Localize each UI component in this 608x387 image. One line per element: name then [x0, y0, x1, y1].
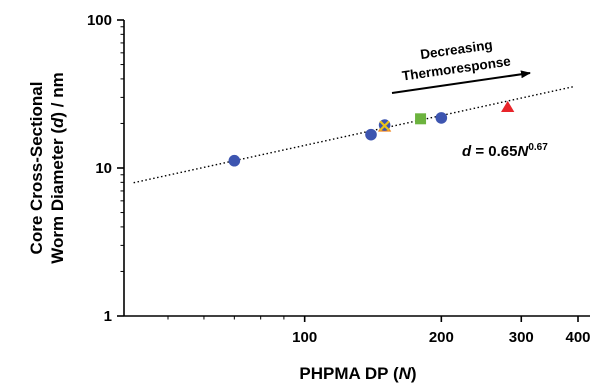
x-axis-title: PHPMA DP (N) — [299, 364, 416, 383]
data-point-8-triangle — [501, 100, 515, 113]
data-points — [228, 100, 515, 167]
y-tick-label: 10 — [95, 160, 112, 177]
data-point-2-circle — [365, 128, 377, 141]
data-point-5-cross — [379, 120, 390, 132]
y-axis-title-line1: Core Cross-Sectional — [27, 82, 46, 255]
data-point-6-square — [415, 113, 427, 125]
x-ticks: 100 200 300 400 — [167, 316, 591, 346]
annotation-arrow — [391, 70, 531, 94]
y-tick-label: 1 — [104, 308, 112, 325]
y-axis-title-line2: Worm Diameter (d) / nm — [48, 72, 67, 263]
annotation-line2: Thermoresponse — [401, 53, 512, 83]
y-tick-label: 100 — [87, 12, 112, 29]
x-tick-label: 100 — [292, 329, 317, 346]
x-tick-label: 300 — [509, 329, 534, 346]
x-tick-label: 400 — [565, 329, 590, 346]
fit-line — [133, 86, 574, 184]
x-tick-label: 200 — [429, 329, 454, 346]
y-ticks: 1 10 100 — [87, 12, 124, 325]
fit-equation: d = 0.65N0.67 — [462, 142, 548, 160]
data-point-7-circle — [435, 112, 448, 124]
data-point-1-circle — [228, 154, 241, 167]
